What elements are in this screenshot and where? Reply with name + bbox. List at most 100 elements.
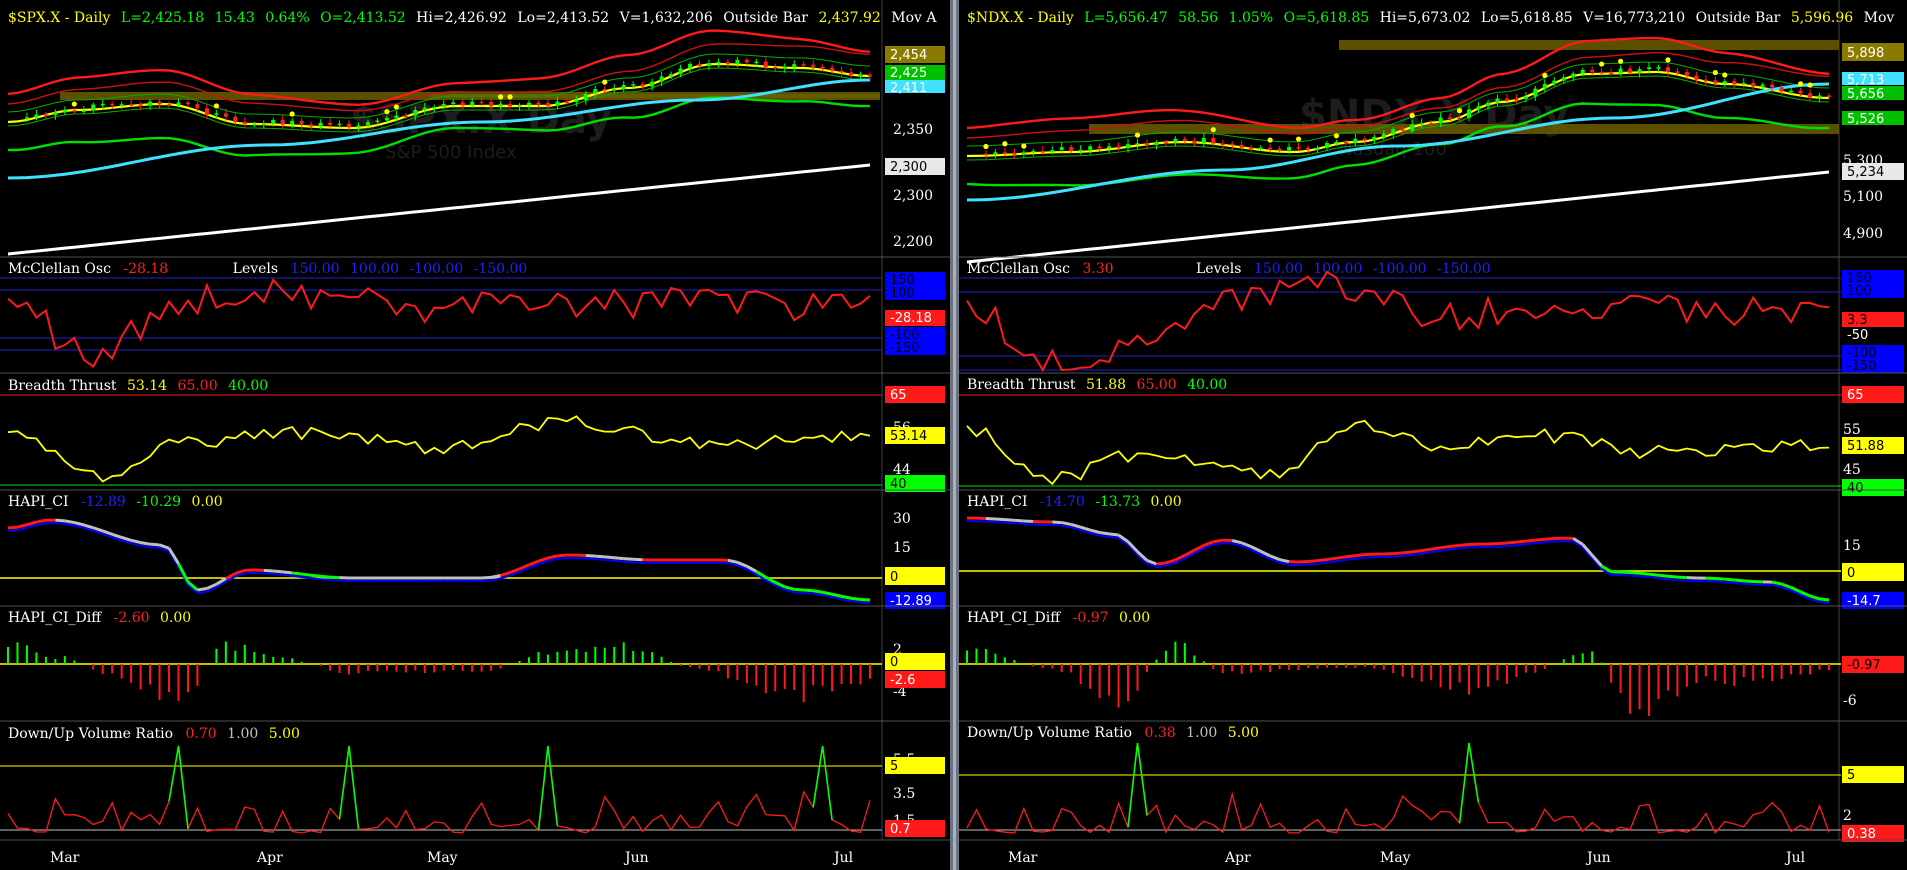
- candle-body: [1239, 144, 1244, 148]
- candle-body: [479, 101, 484, 104]
- price-axis-label: 2,300: [893, 188, 933, 204]
- signal-dot: [1267, 137, 1273, 143]
- svg-text:5: 5: [890, 759, 898, 774]
- hapi-segment: [1506, 540, 1517, 545]
- candle-body: [792, 64, 797, 68]
- hapi-segment: [518, 563, 530, 571]
- candle-body: [1192, 140, 1197, 144]
- signal-dot: [507, 94, 513, 100]
- candle-body: [214, 113, 219, 115]
- hapi-segment: [831, 592, 842, 598]
- dvu-spike: [168, 745, 189, 829]
- hapi-segment: [197, 586, 208, 592]
- hapi-segment: [1639, 571, 1650, 576]
- hapi-segment: [1108, 532, 1119, 537]
- hapi-segment: [1790, 586, 1802, 594]
- candle-body: [1590, 69, 1595, 72]
- svg-text:40: 40: [1847, 481, 1864, 496]
- hapi-segment: [1809, 594, 1820, 601]
- signal-dot: [983, 143, 989, 150]
- svg-text:65: 65: [890, 388, 907, 403]
- candle-body: [678, 68, 683, 75]
- candle-body: [1135, 143, 1140, 145]
- hapi-segment: [329, 575, 340, 580]
- hapi-segment: [850, 596, 861, 602]
- mcclellan-line: [966, 270, 1830, 373]
- candle-body: [100, 103, 105, 106]
- hapi-segment: [803, 588, 814, 593]
- sma50-line: [966, 82, 1830, 202]
- breadth-line: [966, 419, 1830, 486]
- hapi-segment: [167, 547, 180, 565]
- signal-dot: [1409, 112, 1415, 119]
- candle-body: [1201, 137, 1206, 144]
- hapi-segment: [1799, 590, 1811, 598]
- candle-body: [1391, 129, 1396, 134]
- hapi-segment: [1715, 576, 1725, 581]
- hapi-segment: [1014, 518, 1024, 523]
- hapi-segment: [1023, 519, 1034, 523]
- candle-body: [1779, 87, 1784, 92]
- hapi-segment: [1355, 553, 1365, 558]
- hapi-segment: [1099, 531, 1110, 536]
- hapi-diff-tag: -2.6: [885, 671, 945, 688]
- candle-body: [1732, 81, 1737, 85]
- symbol-label: $NDX.X - Daily L=5,656.47 58.56 1.05% O=…: [967, 10, 1894, 26]
- svg-text:-150: -150: [1847, 359, 1877, 374]
- month-label: Mar: [50, 850, 80, 866]
- candle-body: [1580, 69, 1585, 74]
- candle-body: [1495, 98, 1500, 103]
- svg-text:5,234: 5,234: [1847, 165, 1884, 180]
- hapi-segment: [1581, 543, 1594, 557]
- month-label: Jul: [832, 850, 854, 866]
- sma200-line: [7, 163, 871, 256]
- candle-body: [735, 59, 740, 65]
- candle-body: [868, 74, 872, 77]
- hapi-segment: [727, 558, 738, 564]
- window-divider[interactable]: [950, 0, 959, 870]
- signal-dot: [1333, 133, 1340, 139]
- candle-body: [517, 105, 522, 107]
- candle-body: [176, 102, 181, 105]
- moving-average-line: [966, 70, 1830, 158]
- resistance-band: [1339, 40, 1839, 50]
- svg-text:-100: -100: [1847, 346, 1877, 361]
- candle-body: [1154, 142, 1159, 145]
- candle-body: [1258, 147, 1263, 150]
- svg-text:-28.18: -28.18: [890, 311, 932, 326]
- upper-band-line: [7, 43, 871, 112]
- signal-dot: [1618, 58, 1624, 64]
- hapi-segment: [17, 523, 28, 529]
- candle-body: [1021, 152, 1026, 155]
- breadth-axis-label: 55: [1843, 422, 1861, 438]
- spx-chart-window[interactable]: $SPX.X - Daily L=2,425.18 15.43 0.64% O=…: [0, 0, 950, 870]
- hapi-segment: [1004, 518, 1015, 522]
- candle-body: [1514, 98, 1519, 101]
- hapi-segment: [64, 519, 75, 525]
- candle-body: [119, 104, 124, 106]
- signal-dot: [1807, 82, 1813, 88]
- candle-body: [574, 100, 579, 102]
- candle-body: [993, 152, 998, 155]
- dvu-panel: [0, 745, 882, 834]
- hapi-segment: [1734, 578, 1744, 583]
- hapi-diff-label: HAPI_CI_Diff -2.60 0.00: [8, 610, 191, 626]
- candle-body: [1306, 147, 1311, 150]
- hapi-segment: [1393, 551, 1403, 556]
- ndx-chart-window[interactable]: $NDX.X - Daily L=5,656.47 58.56 1.05% O=…: [959, 0, 1907, 870]
- candle-body: [1211, 137, 1216, 144]
- candle-body: [754, 61, 759, 64]
- hapi-segment: [111, 532, 123, 539]
- hapi-segment: [263, 568, 274, 573]
- candle-body: [1097, 146, 1102, 149]
- candle-body: [384, 117, 389, 121]
- hapi-segment: [794, 587, 804, 592]
- candle-body: [688, 63, 693, 69]
- dvu-spike: [812, 745, 833, 821]
- hapi-segment: [1156, 561, 1167, 566]
- candle-body: [195, 104, 200, 109]
- mcclellan-tag: 3.3: [1842, 312, 1904, 328]
- candle-body: [1050, 150, 1055, 153]
- hapi-segment: [595, 554, 605, 559]
